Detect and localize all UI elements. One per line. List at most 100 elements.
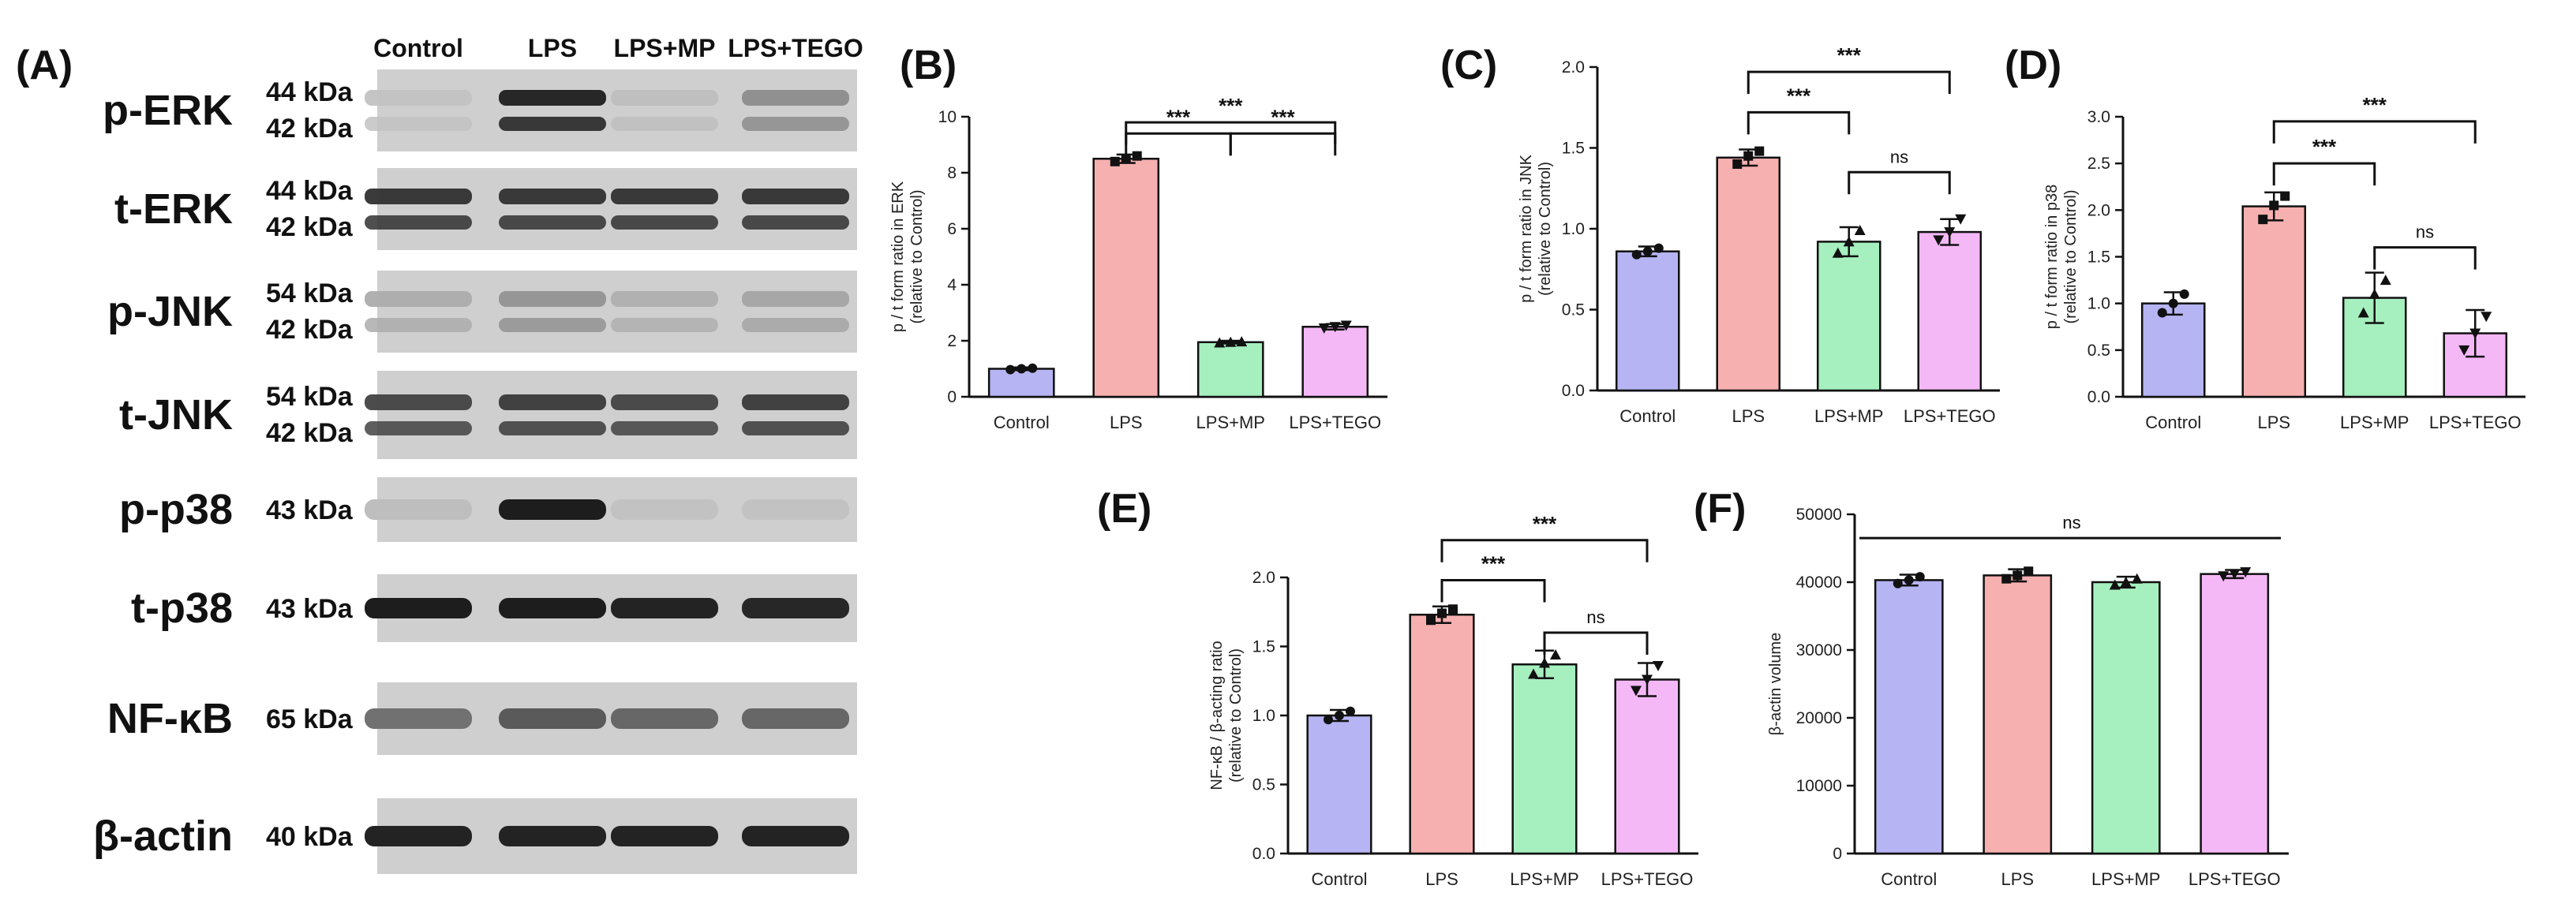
- y-tick-label: 10: [938, 108, 957, 126]
- bar: [1917, 230, 1983, 392]
- data-point: [1955, 214, 1967, 225]
- data-point: [1933, 235, 1945, 246]
- significance-label: ns: [2062, 513, 2080, 532]
- data-point: [1653, 661, 1664, 671]
- bar: [1092, 158, 1160, 398]
- blot-band: [611, 90, 718, 106]
- data-point: [2240, 567, 2252, 578]
- y-tick-label: 50000: [1796, 506, 1842, 524]
- blot-lane-labels: Control LPS LPS+MP LPS+TEGO: [373, 34, 863, 62]
- y-tick-label: 0.0: [1562, 382, 1585, 400]
- kda-label: 44 kDa: [266, 176, 354, 206]
- bar: [1409, 614, 1475, 855]
- y-tick-label: 4: [947, 276, 957, 294]
- blot-band: [365, 90, 472, 106]
- data-point: [1743, 151, 1754, 161]
- blot-band: [499, 598, 606, 618]
- blot-band: [742, 708, 849, 729]
- blot-band: [365, 117, 472, 131]
- data-point: [2120, 577, 2132, 587]
- kda-label: 42 kDa: [266, 212, 354, 242]
- y-axis-label-line: p / t form ratio in JNK: [1518, 154, 1535, 302]
- x-tick-label: LPS: [2001, 869, 2034, 889]
- x-tick-label: LPS: [1732, 406, 1765, 426]
- data-point: [1329, 322, 1341, 333]
- y-axis-label-line: (relative to Control): [1227, 648, 1245, 783]
- x-tick-label: LPS+MP: [2340, 413, 2409, 432]
- significance-label: ***: [1481, 552, 1506, 576]
- significance-bracket: [1229, 132, 1337, 156]
- blot-band: [611, 826, 718, 846]
- x-tick-label: Control: [1881, 869, 1937, 889]
- blot-band: [742, 90, 849, 106]
- x-tick-label: LPS+MP: [1196, 413, 1265, 432]
- bar: [1306, 714, 1372, 855]
- y-tick-label: 0.5: [1252, 776, 1275, 794]
- data-point: [1528, 668, 1539, 679]
- y-axis-label: p / t form ratio in JNK (relative to Cont…: [1518, 154, 1554, 302]
- protein-label: β-actin: [93, 812, 233, 860]
- significance-bracket: [2272, 162, 2376, 186]
- blot-row: p-p38 43 kDa: [119, 477, 857, 542]
- bar: [2241, 205, 2307, 398]
- data-point: [2168, 298, 2178, 308]
- significance-label: ns: [1586, 607, 1604, 627]
- data-point: [1324, 715, 1333, 725]
- data-point: [1915, 572, 1925, 582]
- data-point: [1832, 247, 1844, 258]
- data-point: [1005, 364, 1016, 375]
- blot-band: [365, 215, 472, 230]
- blot-band: [365, 826, 472, 846]
- panel-letter: (D): [2005, 43, 2061, 88]
- blot-band: [611, 708, 718, 729]
- data-point: [1236, 336, 1248, 347]
- blot-membrane: [377, 168, 857, 250]
- significance-bracket: [1848, 170, 1951, 195]
- blot-band: [742, 421, 849, 435]
- x-tick-label: LPS: [1110, 413, 1143, 432]
- blot-membrane: [377, 271, 857, 353]
- panel-letter-a: (A): [16, 43, 73, 88]
- data-point: [1732, 159, 1743, 169]
- data-point: [2269, 200, 2279, 211]
- kda-label: 65 kDa: [266, 704, 354, 734]
- data-point: [1028, 363, 1038, 373]
- y-tick-label: 0.5: [1562, 301, 1585, 319]
- data-point: [2469, 328, 2481, 339]
- blot-row: t-JNK 54 kDa 42 kDa: [119, 371, 857, 459]
- blot-band: [742, 499, 849, 520]
- blot-band: [499, 215, 606, 230]
- blot-band: [365, 291, 472, 307]
- blot-band: [611, 394, 718, 410]
- data-point: [2012, 570, 2023, 581]
- protein-label: t-ERK: [114, 185, 233, 233]
- y-tick-label: 20000: [1796, 709, 1842, 727]
- blot-band: [365, 708, 472, 729]
- blot-band: [611, 318, 718, 332]
- data-point: [2379, 275, 2391, 286]
- data-point: [1225, 336, 1237, 347]
- bar: [2140, 302, 2206, 398]
- blot-band: [742, 117, 849, 131]
- blot-row: t-p38 43 kDa: [131, 574, 857, 642]
- y-axis-label: β-actin volume: [1767, 633, 1784, 735]
- significance-label: ***: [2312, 135, 2337, 159]
- kda-label: 54 kDa: [266, 382, 354, 412]
- significance-label: ***: [2363, 93, 2387, 117]
- data-point: [2109, 579, 2121, 590]
- kda-label: 42 kDa: [266, 315, 354, 345]
- blot-band: [499, 90, 606, 106]
- blot-band: [499, 117, 606, 131]
- kda-label: 42 kDa: [266, 114, 354, 144]
- data-point: [1631, 249, 1642, 260]
- kda-label: 40 kDa: [266, 822, 354, 852]
- bar: [1614, 678, 1680, 855]
- y-tick-label: 8: [947, 164, 957, 182]
- x-tick-label: Control: [1312, 869, 1368, 889]
- blot-band: [611, 117, 718, 131]
- blot-band: [611, 189, 718, 204]
- x-tick-label: LPS+TEGO: [1289, 413, 1381, 432]
- y-tick-label: 10000: [1796, 777, 1842, 795]
- data-point: [1132, 151, 1142, 161]
- y-tick-label: 2.0: [1252, 569, 1275, 587]
